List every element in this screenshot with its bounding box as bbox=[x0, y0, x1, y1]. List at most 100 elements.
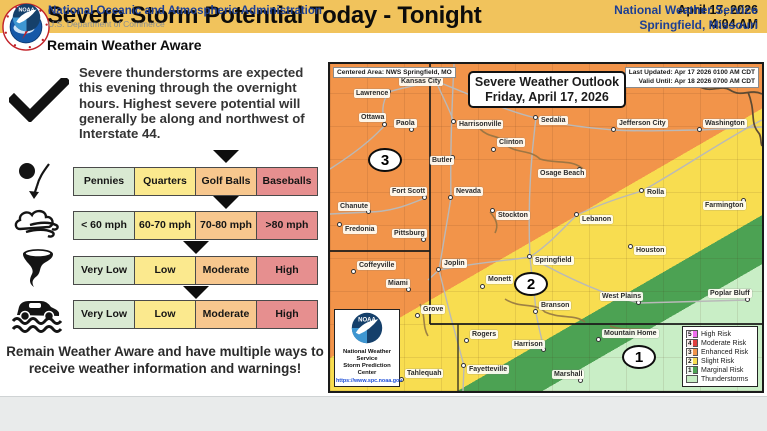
spc-url[interactable]: https://www.spc.noaa.gov bbox=[336, 378, 403, 384]
pointer-arrow bbox=[213, 150, 240, 163]
city-marker bbox=[448, 195, 453, 200]
header-datetime: April 17, 2026 4:04 AM bbox=[677, 3, 758, 31]
threat-cell: Low bbox=[134, 300, 196, 329]
threat-cell: Golf Balls bbox=[195, 167, 257, 196]
city-marker bbox=[697, 127, 702, 132]
city-label: Branson bbox=[539, 301, 572, 310]
city-label: Pittsburg bbox=[392, 229, 427, 238]
city-marker bbox=[337, 222, 342, 227]
hail-icon bbox=[8, 162, 66, 205]
legend-swatch bbox=[686, 375, 698, 383]
city-marker bbox=[533, 115, 538, 120]
city-label: Mountain Home bbox=[602, 329, 659, 338]
city-marker bbox=[639, 188, 644, 193]
city-label: Sedalia bbox=[539, 116, 568, 125]
threat-cell: 70-80 mph bbox=[195, 211, 257, 240]
legend-number: 1 bbox=[687, 366, 693, 374]
legend-label: High Risk bbox=[701, 330, 731, 338]
legend-row: 2 Slight Risk bbox=[686, 357, 754, 365]
map-title-line1: Severe Weather Outlook bbox=[474, 75, 620, 89]
city-label: Jefferson City bbox=[617, 119, 668, 128]
city-label: Ottawa bbox=[359, 113, 387, 122]
city-marker bbox=[596, 337, 601, 342]
city-label: Fort Scott bbox=[390, 187, 428, 196]
last-updated: Last Updated: Apr 17 2026 0100 AM CDT bbox=[628, 69, 755, 76]
threat-cell: Baseballs bbox=[256, 167, 318, 196]
city-marker bbox=[480, 284, 485, 289]
svg-text:NOAA: NOAA bbox=[358, 318, 376, 324]
city-label: Lebanon bbox=[580, 215, 614, 224]
city-marker bbox=[533, 309, 538, 314]
city-marker bbox=[611, 127, 616, 132]
legend-swatch: 4 bbox=[686, 339, 698, 347]
city-marker bbox=[574, 212, 579, 217]
legend-label: Slight Risk bbox=[701, 357, 735, 365]
wind-speed-row: < 60 mph 60-70 mph 70-80 mph >80 mph bbox=[73, 211, 318, 240]
legend-number: 4 bbox=[687, 339, 693, 347]
map-title-line2: Friday, April 17, 2026 bbox=[485, 89, 609, 104]
city-label: Miami bbox=[386, 279, 410, 288]
legend-label: Thunderstorms bbox=[701, 375, 749, 383]
city-label: Coffeyville bbox=[357, 261, 397, 270]
awareness-note: Remain Weather Aware and have multiple w… bbox=[6, 344, 324, 376]
valid-until: Valid Until: Apr 18 2026 0700 AM CDT bbox=[638, 77, 755, 85]
city-label: Rogers bbox=[470, 330, 499, 339]
city-label: Joplin bbox=[442, 259, 467, 268]
footer-administration: National Oceanic and Atmospheric Adminis… bbox=[48, 5, 322, 17]
city-label: West Plains bbox=[600, 292, 644, 301]
tornado-icon bbox=[8, 248, 66, 293]
footer-department: U.S. Department of Commerce bbox=[48, 19, 165, 29]
legend-swatch: 1 bbox=[686, 366, 698, 374]
threat-cell: Low bbox=[134, 256, 196, 285]
pointer-arrow bbox=[213, 196, 240, 209]
city-label: Harrison bbox=[512, 340, 545, 349]
flood-risk-row: Very Low Low Moderate High bbox=[73, 300, 318, 329]
city-label: Nevada bbox=[454, 187, 483, 196]
checkmark-icon bbox=[9, 78, 69, 122]
city-label: Grove bbox=[421, 305, 446, 314]
city-marker bbox=[464, 338, 469, 343]
page-title: Severe Storm Potential Today - Tonight bbox=[47, 2, 482, 29]
threat-cell: High bbox=[256, 256, 318, 285]
svg-text:NOAA: NOAA bbox=[19, 8, 35, 14]
city-label: Chanute bbox=[338, 202, 370, 211]
footer-office: National Weather Service Springfield, Mi… bbox=[614, 3, 758, 32]
threat-cell: Very Low bbox=[73, 256, 135, 285]
legend-row: 3 Enhanced Risk bbox=[686, 348, 754, 356]
threat-cell: < 60 mph bbox=[73, 211, 135, 240]
risk-level-circle: 3 bbox=[368, 148, 402, 172]
city-marker bbox=[351, 269, 356, 274]
legend-label: Enhanced Risk bbox=[701, 348, 749, 356]
city-label: Lawrence bbox=[354, 89, 391, 98]
noaa-logo-icon: NOAA bbox=[351, 312, 383, 344]
city-label: Paola bbox=[394, 119, 417, 128]
noaa-logo-icon: NOAA bbox=[12, 3, 41, 32]
city-marker bbox=[490, 208, 495, 213]
threat-cell: 60-70 mph bbox=[134, 211, 196, 240]
city-label: Osage Beach bbox=[538, 169, 587, 178]
city-marker bbox=[527, 254, 532, 259]
legend-row: 5 High Risk bbox=[686, 330, 754, 338]
centered-area-box: Centered Area: NWS Springfield, MO bbox=[333, 67, 456, 78]
header-time: 4:04 AM bbox=[710, 17, 758, 31]
city-label: Poplar Bluff bbox=[708, 289, 752, 298]
city-label: Springfield bbox=[533, 256, 574, 265]
threat-cell: Moderate bbox=[195, 300, 257, 329]
subtitle: Remain Weather Aware bbox=[47, 37, 202, 53]
city-label: Clinton bbox=[497, 138, 526, 147]
city-label: Washington bbox=[703, 119, 747, 128]
flood-icon bbox=[8, 293, 66, 338]
severe-weather-outlook-map: Kansas City Lawrence Ottawa Paola Harrisonvi… bbox=[328, 62, 764, 393]
footer-bar bbox=[0, 396, 767, 431]
legend-label: Moderate Risk bbox=[701, 339, 747, 347]
summary-text: Severe thunderstorms are expected this e… bbox=[79, 65, 305, 142]
city-marker bbox=[628, 244, 633, 249]
city-label: Rolla bbox=[645, 188, 667, 197]
city-label: Monett bbox=[486, 275, 513, 284]
risk-legend: 5 High Risk 4 Moderate Risk 3 Enhanced Risk 2 S… bbox=[682, 326, 758, 387]
legend-swatch: 5 bbox=[686, 330, 698, 338]
threat-cell: High bbox=[256, 300, 318, 329]
source-line1: National Weather Service bbox=[342, 349, 391, 362]
city-label: Stockton bbox=[496, 211, 530, 220]
